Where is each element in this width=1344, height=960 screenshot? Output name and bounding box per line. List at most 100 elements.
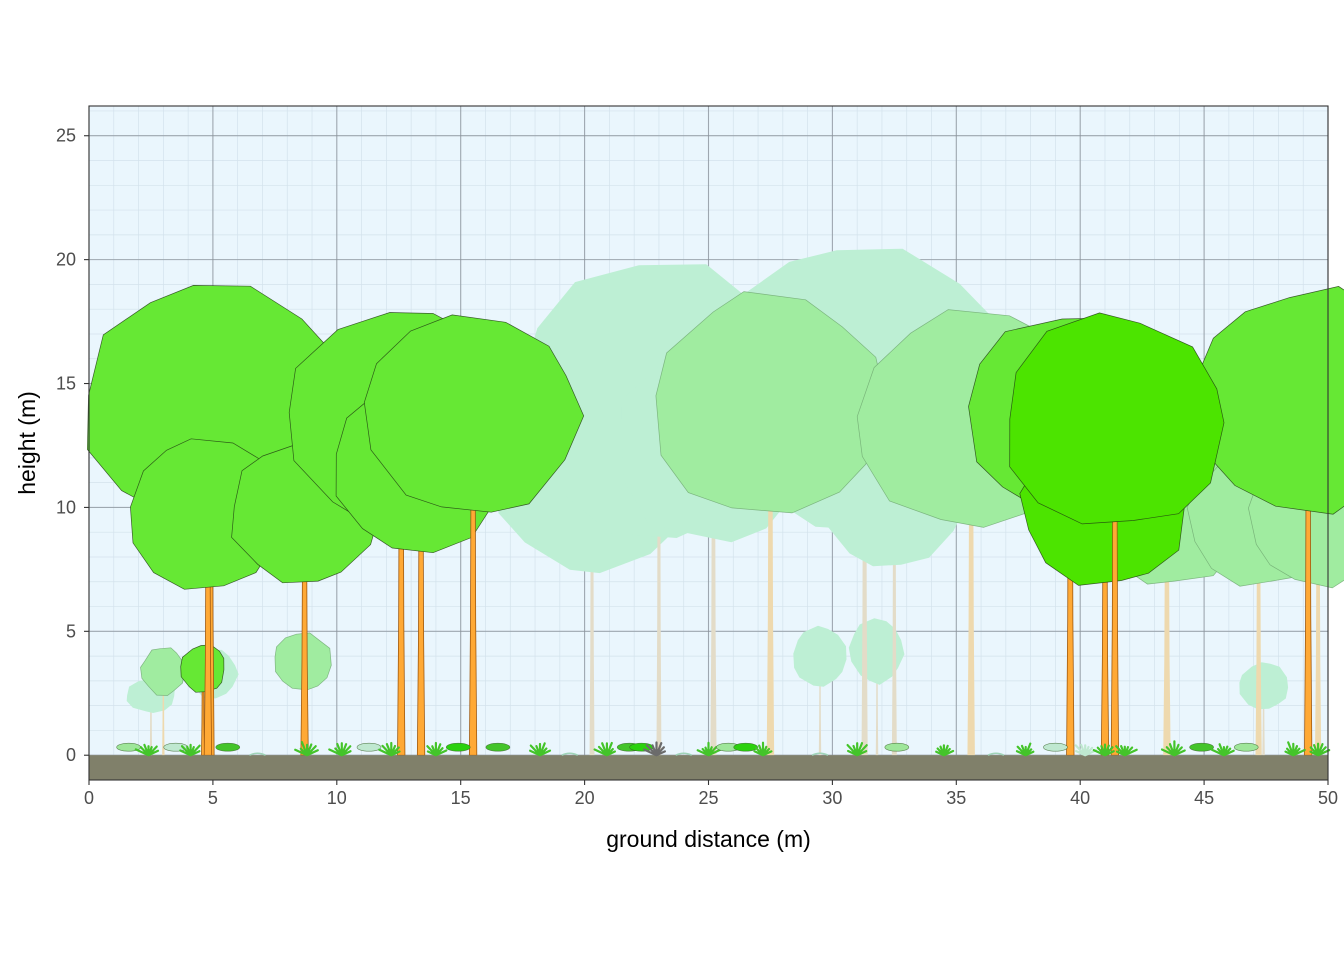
x-axis-ticks: 0 5 10 15 20 25 30 35 40 45 50 [84, 780, 1338, 808]
understory-shrub [445, 742, 471, 752]
understory-fern [1160, 740, 1186, 757]
understory-fern [753, 741, 773, 757]
understory-fern [593, 741, 616, 757]
understory-ellipse [1189, 742, 1214, 752]
tree-stem [589, 518, 595, 756]
understory-grass [987, 752, 1005, 756]
understory-grass [249, 752, 266, 756]
understory-fern [378, 741, 401, 757]
y-tick-label: 5 [66, 621, 76, 641]
understory-fern [1309, 742, 1331, 757]
understory-shrub [733, 742, 758, 752]
x-tick-label: 20 [575, 788, 595, 808]
y-tick-label: 0 [66, 745, 76, 765]
understory-fern [1074, 743, 1098, 757]
understory-fern [1092, 743, 1115, 757]
tree-stem [766, 452, 775, 756]
tree-stem [162, 684, 165, 756]
tree-mid [140, 647, 185, 756]
understory-fern [1092, 743, 1115, 757]
understory-fern [593, 741, 616, 757]
tree-stem [1314, 543, 1322, 756]
understory-fern [696, 741, 722, 757]
tree-stem [710, 485, 717, 756]
x-tick-label: 25 [698, 788, 718, 808]
understory-grass [675, 752, 693, 756]
tree-stem [875, 674, 879, 756]
understory-grass [249, 752, 266, 756]
understory-fern [846, 742, 868, 757]
understory-fern [179, 743, 201, 757]
understory-ellipse [356, 742, 382, 752]
understory-fern [935, 744, 955, 757]
understory-fern [1160, 740, 1186, 757]
tree-stem [1255, 546, 1262, 756]
understory-ellipse [884, 742, 910, 752]
x-tick-label: 50 [1318, 788, 1338, 808]
understory-shrub [884, 742, 910, 752]
tree-stem [967, 463, 975, 756]
understory-fern [1015, 742, 1035, 757]
tree-foreground [363, 314, 585, 756]
understory-ellipse [485, 742, 511, 752]
understory-fern [1210, 743, 1235, 757]
ground-rect [89, 755, 1328, 780]
understory-fern [328, 742, 352, 757]
x-tick-label: 15 [451, 788, 471, 808]
understory-grass [561, 752, 579, 756]
tree-crown [363, 314, 585, 513]
understory-fern [378, 741, 401, 757]
understory-fern [1210, 743, 1235, 757]
understory-fern [753, 741, 773, 757]
tree-crown [1009, 312, 1225, 525]
understory-fern [426, 741, 448, 757]
understory-fern [294, 741, 319, 757]
x-axis-title: ground distance (m) [606, 826, 811, 852]
understory-fern [643, 741, 666, 757]
understory-fern [935, 744, 955, 757]
understory-grass [987, 752, 1005, 756]
understory-grass [675, 752, 693, 756]
tree-crown [140, 647, 185, 696]
understory-fern [426, 741, 448, 757]
understory-fern [1115, 745, 1138, 757]
x-tick-label: 5 [208, 788, 218, 808]
understory-shrub [356, 742, 382, 752]
understory-fern [1074, 743, 1098, 757]
tree-stem [891, 527, 897, 756]
x-tick-label: 10 [327, 788, 347, 808]
understory-fern [696, 741, 722, 757]
tree-crown [655, 291, 889, 514]
x-tick-label: 35 [946, 788, 966, 808]
understory-fern [846, 742, 868, 757]
understory-fern [1115, 745, 1138, 757]
y-tick-label: 15 [56, 374, 76, 394]
understory-grass [561, 752, 579, 756]
tree-background [1239, 662, 1289, 756]
understory-ellipse [733, 742, 758, 752]
ground-band [89, 755, 1328, 780]
understory-shrub [485, 742, 511, 752]
understory-shrub [215, 742, 241, 752]
understory-shrub [1189, 742, 1214, 752]
tree-bright [1009, 312, 1225, 756]
tree-stem [1163, 536, 1171, 756]
y-tick-label: 20 [56, 250, 76, 270]
tree-mid [655, 291, 889, 756]
understory-fern [134, 743, 160, 757]
y-tick-label: 10 [56, 497, 76, 517]
understory-grass [811, 752, 829, 756]
x-tick-label: 40 [1070, 788, 1090, 808]
understory-ellipse [1233, 742, 1259, 752]
understory-fern [1015, 742, 1035, 757]
y-axis-title: height (m) [14, 391, 40, 495]
tree-foreground [1189, 286, 1344, 756]
understory-fern [1284, 741, 1306, 757]
y-axis-ticks: 0 5 10 15 20 25 [56, 126, 89, 765]
understory-ellipse [1043, 742, 1068, 752]
understory-fern [643, 741, 666, 757]
understory-plants [116, 740, 1331, 757]
understory-fern [529, 742, 552, 757]
tree-stem [1262, 695, 1265, 756]
